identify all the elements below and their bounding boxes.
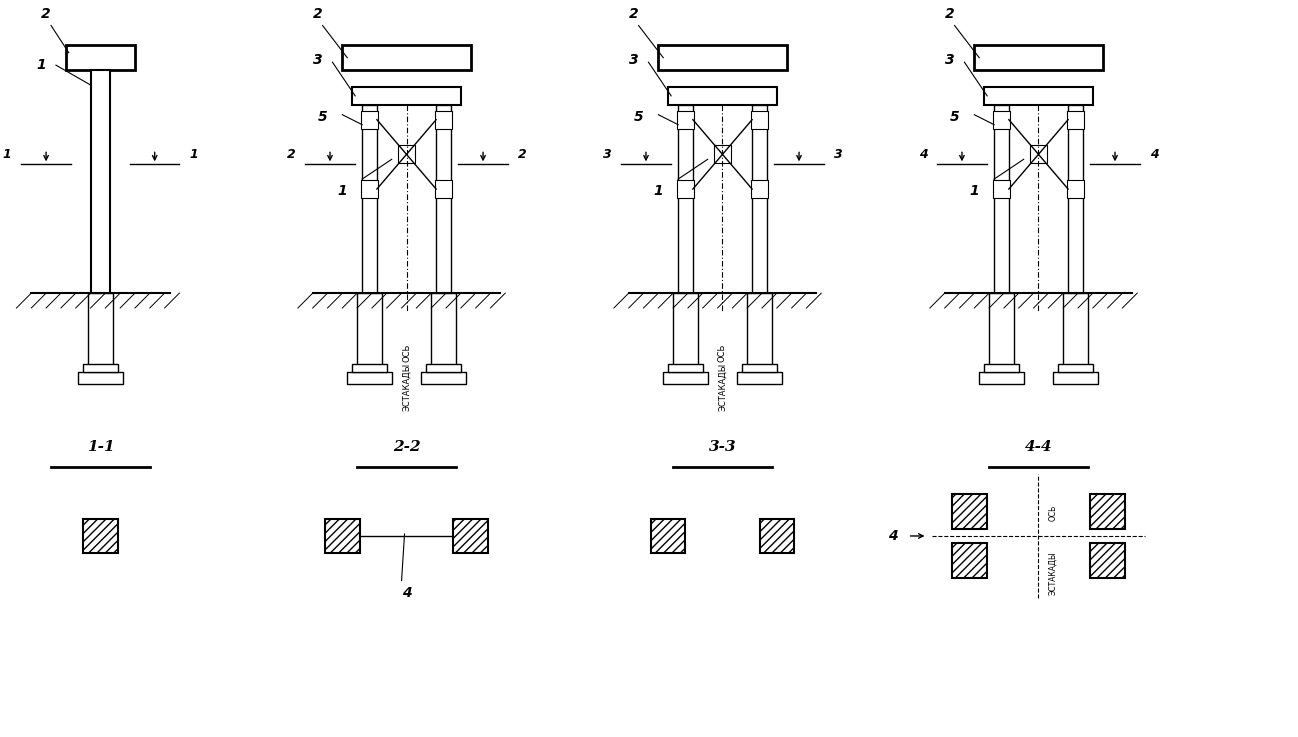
Bar	[1068, 105, 1083, 308]
Bar	[324, 519, 360, 553]
Bar	[1090, 494, 1125, 528]
Bar	[759, 519, 794, 553]
Text: 3: 3	[630, 53, 639, 67]
Text: ЭСТАКАДЫ: ЭСТАКАДЫ	[402, 363, 411, 411]
Bar	[453, 519, 488, 553]
Text: 4: 4	[1150, 148, 1158, 161]
Bar	[676, 180, 694, 198]
Text: 4: 4	[888, 529, 898, 543]
Bar	[674, 293, 698, 372]
Bar	[1067, 180, 1084, 198]
Bar	[422, 372, 466, 384]
Text: ОСЬ: ОСЬ	[402, 343, 411, 362]
Text: 1: 1	[654, 184, 663, 198]
Bar	[361, 111, 379, 128]
Bar	[994, 105, 1009, 308]
Text: 3: 3	[313, 53, 323, 67]
Bar	[650, 519, 685, 553]
Bar	[78, 372, 122, 384]
Bar	[362, 105, 376, 308]
Text: 2: 2	[42, 7, 51, 21]
Text: 4-4: 4-4	[1024, 440, 1053, 454]
Text: 1-1: 1-1	[87, 440, 114, 454]
Bar	[668, 87, 776, 105]
Text: 1: 1	[36, 58, 47, 72]
Text: 3: 3	[945, 53, 954, 67]
Bar	[91, 70, 110, 303]
Text: 1: 1	[337, 184, 348, 198]
Bar	[750, 111, 768, 128]
Bar	[1058, 365, 1093, 372]
Bar	[1029, 145, 1047, 164]
Bar	[397, 145, 415, 164]
Bar	[352, 365, 387, 372]
Bar	[678, 105, 693, 308]
Text: 2: 2	[518, 148, 527, 161]
Text: ОСЬ: ОСЬ	[1049, 505, 1058, 521]
Bar	[951, 543, 986, 578]
Bar	[357, 293, 382, 372]
Text: ЭСТАКАДЫ: ЭСТАКАДЫ	[1049, 551, 1058, 595]
Text: 2: 2	[628, 7, 639, 21]
Bar	[663, 372, 707, 384]
Bar	[742, 365, 776, 372]
Bar	[1053, 372, 1098, 384]
Bar	[1063, 293, 1088, 372]
Bar	[984, 365, 1019, 372]
Text: 5: 5	[318, 110, 327, 124]
Bar	[426, 365, 461, 372]
Bar	[436, 105, 450, 308]
Text: 1: 1	[970, 184, 979, 198]
Text: 3-3: 3-3	[709, 440, 736, 454]
Bar	[1090, 543, 1125, 578]
Text: 3: 3	[833, 148, 842, 161]
Text: 4: 4	[401, 585, 411, 599]
Bar	[752, 105, 767, 308]
Bar	[989, 293, 1014, 372]
Bar	[343, 45, 471, 70]
Bar	[431, 293, 456, 372]
Bar	[83, 365, 118, 372]
Bar	[951, 494, 986, 528]
Text: ОСЬ: ОСЬ	[718, 343, 727, 362]
Bar	[979, 372, 1024, 384]
Bar	[88, 293, 113, 372]
Text: 4: 4	[919, 148, 927, 161]
Bar	[737, 372, 781, 384]
Bar	[435, 111, 453, 128]
Bar	[993, 111, 1010, 128]
Text: 2: 2	[287, 148, 296, 161]
Text: 3: 3	[602, 148, 611, 161]
Bar	[993, 180, 1010, 198]
Text: 2: 2	[945, 7, 954, 21]
Bar	[668, 365, 702, 372]
Bar	[748, 293, 772, 372]
Text: 2: 2	[313, 7, 322, 21]
Text: 5: 5	[950, 110, 959, 124]
Text: ЭСТАКАДЫ: ЭСТАКАДЫ	[718, 363, 727, 411]
Text: 5: 5	[633, 110, 644, 124]
Bar	[975, 45, 1103, 70]
Bar	[352, 87, 461, 105]
Bar	[83, 519, 118, 553]
Bar	[714, 145, 731, 164]
Bar	[66, 45, 135, 70]
Text: 1: 1	[190, 148, 199, 161]
Bar	[984, 87, 1093, 105]
Text: 1: 1	[3, 148, 12, 161]
Bar	[676, 111, 694, 128]
Bar	[750, 180, 768, 198]
Bar	[348, 372, 392, 384]
Bar	[658, 45, 787, 70]
Bar	[435, 180, 453, 198]
Bar	[361, 180, 379, 198]
Text: 2-2: 2-2	[393, 440, 421, 454]
Bar	[1067, 111, 1084, 128]
